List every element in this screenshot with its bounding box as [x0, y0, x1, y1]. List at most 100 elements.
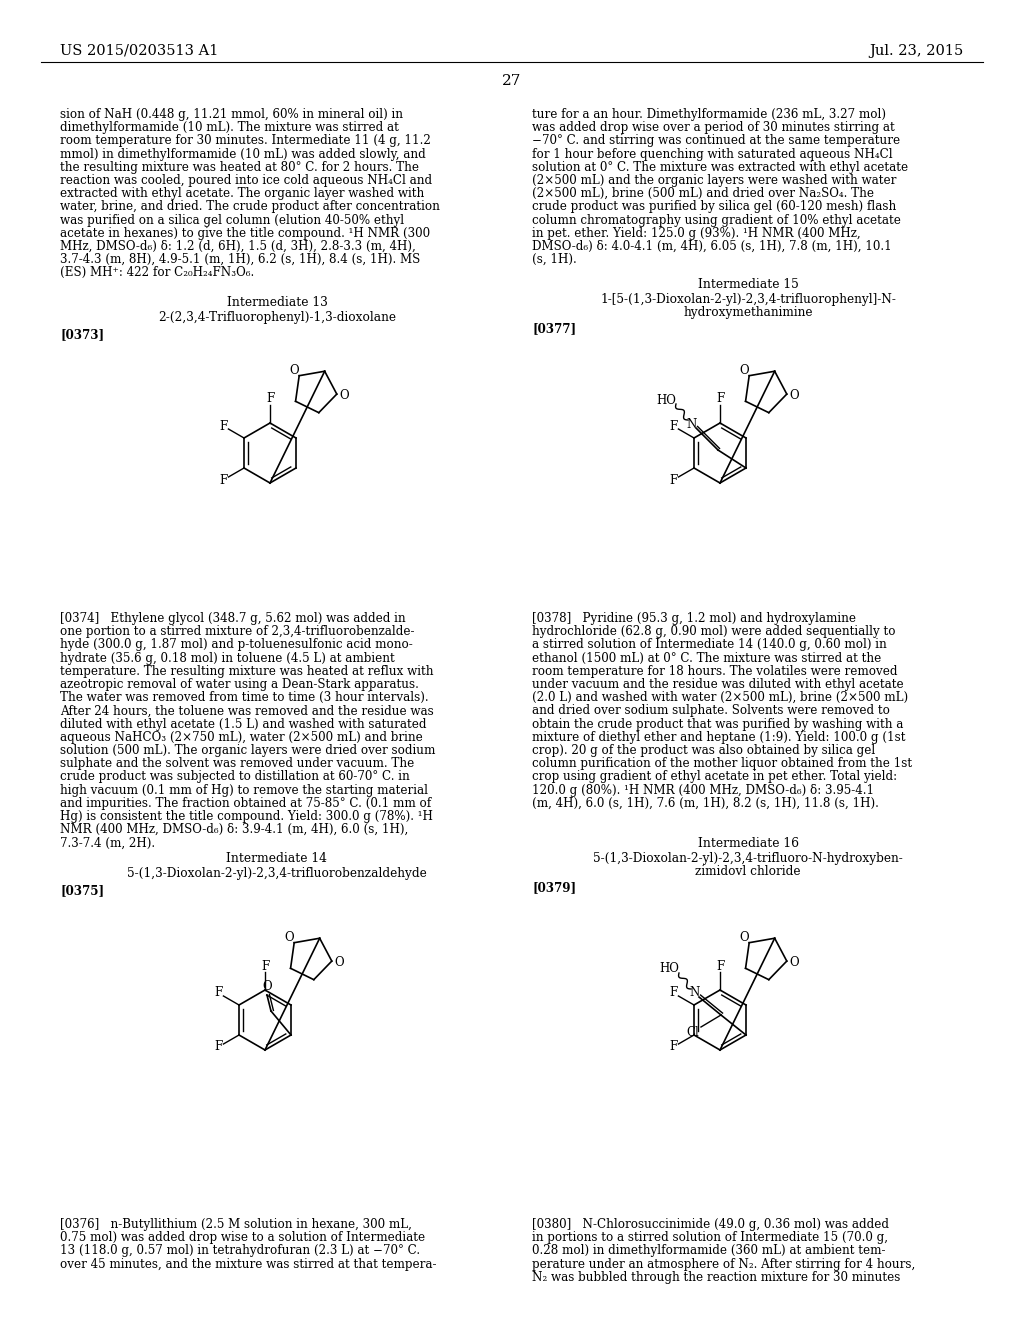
Text: O: O — [290, 364, 299, 378]
Text: F: F — [669, 986, 677, 999]
Text: The water was removed from time to time (3 hour intervals).: The water was removed from time to time … — [60, 692, 429, 704]
Text: After 24 hours, the toluene was removed and the residue was: After 24 hours, the toluene was removed … — [60, 705, 434, 717]
Text: in portions to a stirred solution of Intermediate 15 (70.0 g,: in portions to a stirred solution of Int… — [532, 1232, 888, 1245]
Text: HO: HO — [656, 393, 676, 407]
Text: Intermediate 14: Intermediate 14 — [226, 851, 328, 865]
Text: ethanol (1500 mL) at 0° C. The mixture was stirred at the: ethanol (1500 mL) at 0° C. The mixture w… — [532, 652, 882, 664]
Text: F: F — [669, 474, 677, 487]
Text: column purification of the mother liquor obtained from the 1st: column purification of the mother liquor… — [532, 758, 912, 770]
Text: 3.7-4.3 (m, 8H), 4.9-5.1 (m, 1H), 6.2 (s, 1H), 8.4 (s, 1H). MS: 3.7-4.3 (m, 8H), 4.9-5.1 (m, 1H), 6.2 (s… — [60, 253, 420, 267]
Text: was added drop wise over a period of 30 minutes stirring at: was added drop wise over a period of 30 … — [532, 121, 895, 135]
Text: [0376]   n-Butyllithium (2.5 M solution in hexane, 300 mL,: [0376] n-Butyllithium (2.5 M solution in… — [60, 1218, 412, 1232]
Text: F: F — [219, 474, 227, 487]
Text: hydroxymethanimine: hydroxymethanimine — [683, 306, 813, 319]
Text: DMSO-d₆) δ: 4.0-4.1 (m, 4H), 6.05 (s, 1H), 7.8 (m, 1H), 10.1: DMSO-d₆) δ: 4.0-4.1 (m, 4H), 6.05 (s, 1H… — [532, 240, 892, 253]
Text: water, brine, and dried. The crude product after concentration: water, brine, and dried. The crude produ… — [60, 201, 440, 214]
Text: extracted with ethyl acetate. The organic layer washed with: extracted with ethyl acetate. The organi… — [60, 187, 424, 201]
Text: 1-[5-(1,3-Dioxolan-2-yl)-2,3,4-trifluorophenyl]-N-: 1-[5-(1,3-Dioxolan-2-yl)-2,3,4-trifluoro… — [600, 293, 896, 306]
Text: O: O — [262, 981, 271, 994]
Text: O: O — [285, 932, 294, 944]
Text: [0379]: [0379] — [532, 880, 577, 894]
Text: hydrochloride (62.8 g, 0.90 mol) were added sequentially to: hydrochloride (62.8 g, 0.90 mol) were ad… — [532, 626, 896, 638]
Text: under vacuum and the residue was diluted with ethyl acetate: under vacuum and the residue was diluted… — [532, 678, 903, 690]
Text: perature under an atmosphere of N₂. After stirring for 4 hours,: perature under an atmosphere of N₂. Afte… — [532, 1258, 915, 1271]
Text: F: F — [214, 986, 222, 999]
Text: sulphate and the solvent was removed under vacuum. The: sulphate and the solvent was removed und… — [60, 758, 415, 770]
Text: 7.3-7.4 (m, 2H).: 7.3-7.4 (m, 2H). — [60, 837, 155, 849]
Text: sion of NaH (0.448 g, 11.21 mmol, 60% in mineral oil) in: sion of NaH (0.448 g, 11.21 mmol, 60% in… — [60, 108, 403, 121]
Text: crop). 20 g of the product was also obtained by silica gel: crop). 20 g of the product was also obta… — [532, 744, 876, 756]
Text: O: O — [334, 956, 343, 969]
Text: O: O — [788, 388, 799, 401]
Text: F: F — [669, 1040, 677, 1053]
Text: [0380]   N-Chlorosuccinimide (49.0 g, 0.36 mol) was added: [0380] N-Chlorosuccinimide (49.0 g, 0.36… — [532, 1218, 889, 1232]
Text: N: N — [690, 986, 700, 999]
Text: Hg) is consistent the title compound. Yield: 300.0 g (78%). ¹H: Hg) is consistent the title compound. Yi… — [60, 810, 433, 822]
Text: high vacuum (0.1 mm of Hg) to remove the starting material: high vacuum (0.1 mm of Hg) to remove the… — [60, 784, 428, 796]
Text: crude product was purified by silica gel (60-120 mesh) flash: crude product was purified by silica gel… — [532, 201, 896, 214]
Text: N: N — [687, 417, 697, 430]
Text: reaction was cooled, poured into ice cold aqueous NH₄Cl and: reaction was cooled, poured into ice col… — [60, 174, 432, 187]
Text: room temperature for 18 hours. The volatiles were removed: room temperature for 18 hours. The volat… — [532, 665, 897, 677]
Text: mixture of diethyl ether and heptane (1:9). Yield: 100.0 g (1st: mixture of diethyl ether and heptane (1:… — [532, 731, 905, 743]
Text: 5-(1,3-Dioxolan-2-yl)-2,3,4-trifluorobenzaldehyde: 5-(1,3-Dioxolan-2-yl)-2,3,4-trifluoroben… — [127, 867, 427, 880]
Text: US 2015/0203513 A1: US 2015/0203513 A1 — [60, 44, 218, 58]
Text: F: F — [214, 1040, 222, 1053]
Text: diluted with ethyl acetate (1.5 L) and washed with saturated: diluted with ethyl acetate (1.5 L) and w… — [60, 718, 427, 730]
Text: N₂ was bubbled through the reaction mixture for 30 minutes: N₂ was bubbled through the reaction mixt… — [532, 1271, 900, 1284]
Text: 0.75 mol) was added drop wise to a solution of Intermediate: 0.75 mol) was added drop wise to a solut… — [60, 1232, 425, 1245]
Text: F: F — [219, 420, 227, 433]
Text: was purified on a silica gel column (elution 40-50% ethyl: was purified on a silica gel column (elu… — [60, 214, 404, 227]
Text: over 45 minutes, and the mixture was stirred at that tempera-: over 45 minutes, and the mixture was sti… — [60, 1258, 436, 1271]
Text: 13 (118.0 g, 0.57 mol) in tetrahydrofuran (2.3 L) at −70° C.: 13 (118.0 g, 0.57 mol) in tetrahydrofura… — [60, 1245, 420, 1258]
Text: F: F — [261, 960, 269, 973]
Text: obtain the crude product that was purified by washing with a: obtain the crude product that was purifi… — [532, 718, 903, 730]
Text: in pet. ether. Yield: 125.0 g (93%). ¹H NMR (400 MHz,: in pet. ether. Yield: 125.0 g (93%). ¹H … — [532, 227, 860, 240]
Text: [0377]: [0377] — [532, 322, 577, 335]
Text: crop using gradient of ethyl acetate in pet ether. Total yield:: crop using gradient of ethyl acetate in … — [532, 771, 897, 783]
Text: O: O — [788, 956, 799, 969]
Text: solution at 0° C. The mixture was extracted with ethyl acetate: solution at 0° C. The mixture was extrac… — [532, 161, 908, 174]
Text: acetate in hexanes) to give the title compound. ¹H NMR (300: acetate in hexanes) to give the title co… — [60, 227, 430, 240]
Text: NMR (400 MHz, DMSO-d₆) δ: 3.9-4.1 (m, 4H), 6.0 (s, 1H),: NMR (400 MHz, DMSO-d₆) δ: 3.9-4.1 (m, 4H… — [60, 824, 409, 836]
Text: azeotropic removal of water using a Dean-Stark apparatus.: azeotropic removal of water using a Dean… — [60, 678, 419, 690]
Text: [0378]   Pyridine (95.3 g, 1.2 mol) and hydroxylamine: [0378] Pyridine (95.3 g, 1.2 mol) and hy… — [532, 612, 856, 624]
Text: the resulting mixture was heated at 80° C. for 2 hours. The: the resulting mixture was heated at 80° … — [60, 161, 419, 174]
Text: zimidovl chloride: zimidovl chloride — [695, 865, 801, 878]
Text: O: O — [739, 932, 749, 944]
Text: crude product was subjected to distillation at 60-70° C. in: crude product was subjected to distillat… — [60, 771, 410, 783]
Text: 2-(2,3,4-Trifluorophenyl)-1,3-dioxolane: 2-(2,3,4-Trifluorophenyl)-1,3-dioxolane — [158, 312, 396, 323]
Text: F: F — [669, 420, 677, 433]
Text: hyde (300.0 g, 1.87 mol) and p-toluenesulfonic acid mono-: hyde (300.0 g, 1.87 mol) and p-toluenesu… — [60, 639, 413, 651]
Text: 0.28 mol) in dimethylformamide (360 mL) at ambient tem-: 0.28 mol) in dimethylformamide (360 mL) … — [532, 1245, 886, 1258]
Text: (m, 4H), 6.0 (s, 1H), 7.6 (m, 1H), 8.2 (s, 1H), 11.8 (s, 1H).: (m, 4H), 6.0 (s, 1H), 7.6 (m, 1H), 8.2 (… — [532, 797, 879, 809]
Text: room temperature for 30 minutes. Intermediate 11 (4 g, 11.2: room temperature for 30 minutes. Interme… — [60, 135, 431, 148]
Text: aqueous NaHCO₃ (2×750 mL), water (2×500 mL) and brine: aqueous NaHCO₃ (2×750 mL), water (2×500 … — [60, 731, 423, 743]
Text: [0374]   Ethylene glycol (348.7 g, 5.62 mol) was added in: [0374] Ethylene glycol (348.7 g, 5.62 mo… — [60, 612, 406, 624]
Text: MHz, DMSO-d₆) δ: 1.2 (d, 6H), 1.5 (d, 3H), 2.8-3.3 (m, 4H),: MHz, DMSO-d₆) δ: 1.2 (d, 6H), 1.5 (d, 3H… — [60, 240, 416, 253]
Text: Intermediate 13: Intermediate 13 — [226, 296, 328, 309]
Text: hydrate (35.6 g, 0.18 mol) in toluene (4.5 L) at ambient: hydrate (35.6 g, 0.18 mol) in toluene (4… — [60, 652, 394, 664]
Text: (2×500 mL) and the organic layers were washed with water: (2×500 mL) and the organic layers were w… — [532, 174, 896, 187]
Text: one portion to a stirred mixture of 2,3,4-trifluorobenzalde-: one portion to a stirred mixture of 2,3,… — [60, 626, 415, 638]
Text: F: F — [266, 392, 274, 405]
Text: mmol) in dimethylformamide (10 mL) was added slowly, and: mmol) in dimethylformamide (10 mL) was a… — [60, 148, 426, 161]
Text: [0373]: [0373] — [60, 327, 104, 341]
Text: O: O — [339, 388, 348, 401]
Text: 27: 27 — [503, 74, 521, 88]
Text: −70° C. and stirring was continued at the same temperature: −70° C. and stirring was continued at th… — [532, 135, 900, 148]
Text: column chromatography using gradient of 10% ethyl acetate: column chromatography using gradient of … — [532, 214, 901, 227]
Text: ture for a an hour. Dimethylformamide (236 mL, 3.27 mol): ture for a an hour. Dimethylformamide (2… — [532, 108, 886, 121]
Text: (ES) MH⁺: 422 for C₂₀H₂₄FN₃O₆.: (ES) MH⁺: 422 for C₂₀H₂₄FN₃O₆. — [60, 267, 254, 280]
Text: temperature. The resulting mixture was heated at reflux with: temperature. The resulting mixture was h… — [60, 665, 433, 677]
Text: 120.0 g (80%). ¹H NMR (400 MHz, DMSO-d₆) δ: 3.95-4.1: 120.0 g (80%). ¹H NMR (400 MHz, DMSO-d₆)… — [532, 784, 874, 796]
Text: Jul. 23, 2015: Jul. 23, 2015 — [869, 44, 964, 58]
Text: 5-(1,3-Dioxolan-2-yl)-2,3,4-trifluoro-N-hydroxyben-: 5-(1,3-Dioxolan-2-yl)-2,3,4-trifluoro-N-… — [593, 851, 903, 865]
Text: for 1 hour before quenching with saturated aqueous NH₄Cl: for 1 hour before quenching with saturat… — [532, 148, 893, 161]
Text: Intermediate 16: Intermediate 16 — [697, 837, 799, 850]
Text: F: F — [716, 960, 724, 973]
Text: [0375]: [0375] — [60, 884, 104, 898]
Text: (2×500 mL), brine (500 mL) and dried over Na₂SO₄. The: (2×500 mL), brine (500 mL) and dried ove… — [532, 187, 874, 201]
Text: and dried over sodium sulphate. Solvents were removed to: and dried over sodium sulphate. Solvents… — [532, 705, 890, 717]
Text: and impurities. The fraction obtained at 75-85° C. (0.1 mm of: and impurities. The fraction obtained at… — [60, 797, 431, 809]
